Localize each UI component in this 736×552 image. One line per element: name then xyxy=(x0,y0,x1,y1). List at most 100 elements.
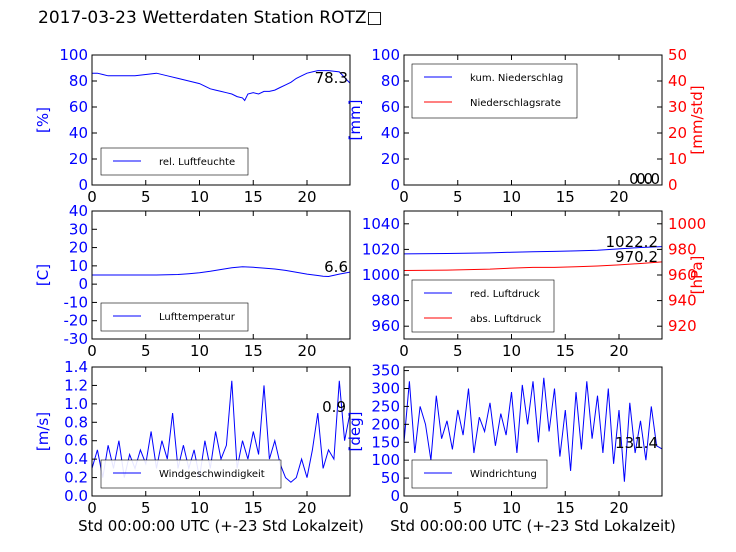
plot-frame xyxy=(403,54,663,186)
y-tick-label: 0.4 xyxy=(64,450,88,468)
x-tick-label: 20 xyxy=(609,342,628,360)
y-tick-label: 980 xyxy=(371,292,400,310)
x-tick-label: 5 xyxy=(141,342,151,360)
x-tick-label: 10 xyxy=(190,342,209,360)
y-tick-label: 20 xyxy=(69,150,88,168)
series-line-humidity-0 xyxy=(92,70,351,102)
panel-humidity: 0 5 10 15 20 0 20 40 60 80 100 [%] rel. Luftfeuchte 7… xyxy=(34,46,351,206)
y-tick-label: 60 xyxy=(381,98,400,116)
legend-label: kum. Niederschlag xyxy=(470,73,563,84)
legend-label: rel. Luftfeuchte xyxy=(159,157,235,168)
x-tick-label: 20 xyxy=(609,499,628,517)
x-tick-label: 0 xyxy=(87,499,97,517)
y-tick-label: 40 xyxy=(69,202,88,220)
panel-temperature: 0 5 10 15 20-30-20-10010203040[C]Lufttempera… xyxy=(34,202,351,360)
legend-box xyxy=(411,279,555,333)
y-tick-label: 200 xyxy=(371,415,400,433)
x-tick-label: 5 xyxy=(141,499,151,517)
y-tick-right-label: 0 xyxy=(668,176,678,194)
x-tick-label: 15 xyxy=(556,342,575,360)
x-tick-label: 5 xyxy=(141,188,151,206)
y-tick-label: 1000 xyxy=(362,266,400,284)
y-tick-label: 0 xyxy=(78,176,88,194)
y-tick-label: 1020 xyxy=(362,240,400,258)
page-title: 2017-03-23 Wetterdaten Station ROTZ□ xyxy=(38,8,383,28)
y-axis-label: [m/s] xyxy=(34,412,52,451)
y-axis-label: [mm] xyxy=(346,100,364,141)
y-tick-right-label: 50 xyxy=(668,46,687,64)
y-tick-label: 0 xyxy=(390,176,400,194)
y-tick-label: 20 xyxy=(381,150,400,168)
y-tick-right-label: 30 xyxy=(668,98,687,116)
y-tick-label: 1.2 xyxy=(64,376,88,394)
x-tick-label: 15 xyxy=(244,499,263,517)
y-tick-label: 0.2 xyxy=(64,469,88,487)
value-annotation: 970.2 xyxy=(615,248,658,266)
x-axis-label: Std 00:00:00 UTC (+-23 Std Lokalzeit) xyxy=(390,517,676,535)
legend: rel. Luftfeuchte xyxy=(100,147,249,176)
y-tick-label: 0 xyxy=(78,275,88,293)
plot-frame xyxy=(403,366,663,497)
value-annotation: 78.3 xyxy=(315,69,348,87)
y-tick-label: 250 xyxy=(371,397,400,415)
y-tick-label: 0.8 xyxy=(64,413,88,431)
y-tick-label: 30 xyxy=(69,220,88,238)
y-tick-label: 100 xyxy=(371,451,400,469)
series-line-pressure-1 xyxy=(403,261,663,271)
y-tick-label: 50 xyxy=(381,469,400,487)
y-tick-label: 10 xyxy=(69,257,88,275)
panel-wind_speed: 0 5 10 15 20 0.00.20.40.60.81.01.21.4 [m/s] Std… xyxy=(34,358,364,535)
value-annotation: 131.4 xyxy=(615,434,658,452)
value-annotation: 6.6 xyxy=(324,258,348,276)
y-axis-right-label: [hPa] xyxy=(688,256,706,295)
x-tick-label: 10 xyxy=(190,188,209,206)
x-tick-label: 0 xyxy=(87,342,97,360)
legend-box xyxy=(411,63,578,119)
x-tick-label: 10 xyxy=(190,499,209,517)
x-tick-label: 10 xyxy=(502,342,521,360)
y-tick-label: -20 xyxy=(64,312,89,330)
legend-label: abs. Luftdruck xyxy=(470,314,541,325)
y-axis-label: [%] xyxy=(34,107,52,133)
y-tick-label: 0.6 xyxy=(64,432,88,450)
y-tick-label: -10 xyxy=(64,293,89,311)
x-axis-label: Std 00:00:00 UTC (+-23 Std Lokalzeit) xyxy=(78,517,364,535)
y-tick-right-label: 980 xyxy=(668,240,697,258)
y-tick-label: 80 xyxy=(69,72,88,90)
y-tick-right-label: 920 xyxy=(668,317,697,335)
panel-pressure: 0 5 10 15 20 960 980 1000 1020 1040 920 940 960 980 10… xyxy=(362,210,706,360)
y-tick-label: 1.4 xyxy=(64,358,88,376)
y-tick-right-label: 40 xyxy=(668,72,687,90)
plot-frame xyxy=(91,210,351,340)
plot-frame xyxy=(91,54,351,186)
panel-precipitation: 0 5 10 15 20 0 20 40 60 80 100 0 10 20 30 40 50 [mm] [mm/s… xyxy=(346,46,706,206)
legend: kum. Niederschlag Niederschlagsrate xyxy=(411,63,578,119)
legend: Lufttemperatur xyxy=(100,302,249,332)
y-tick-right-label: 1000 xyxy=(668,215,706,233)
y-tick-label: 100 xyxy=(371,46,400,64)
legend: Windgeschwindigkeit xyxy=(100,459,282,489)
legend-label: Lufttemperatur xyxy=(159,312,236,323)
y-tick-label: 960 xyxy=(371,317,400,335)
y-tick-label: 300 xyxy=(371,380,400,398)
legend-box xyxy=(100,459,282,489)
y-tick-label: 80 xyxy=(381,72,400,90)
y-tick-label: 100 xyxy=(59,46,88,64)
y-tick-right-label: 20 xyxy=(668,124,687,142)
x-tick-label: 5 xyxy=(453,188,463,206)
x-tick-label: 15 xyxy=(244,188,263,206)
x-tick-label: 20 xyxy=(297,499,316,517)
legend-label: Niederschlagsrate xyxy=(470,98,561,109)
x-tick-label: 5 xyxy=(453,499,463,517)
series-line-temperature-0 xyxy=(92,266,351,278)
value-annotation: 0.0 xyxy=(629,170,653,188)
x-tick-label: 0 xyxy=(87,188,97,206)
x-tick-label: 0 xyxy=(399,188,409,206)
y-axis-label: [C] xyxy=(34,264,52,286)
y-tick-right-label: 940 xyxy=(668,292,697,310)
x-tick-label: 5 xyxy=(453,342,463,360)
legend-box xyxy=(411,459,548,489)
y-tick-label: 20 xyxy=(69,239,88,257)
